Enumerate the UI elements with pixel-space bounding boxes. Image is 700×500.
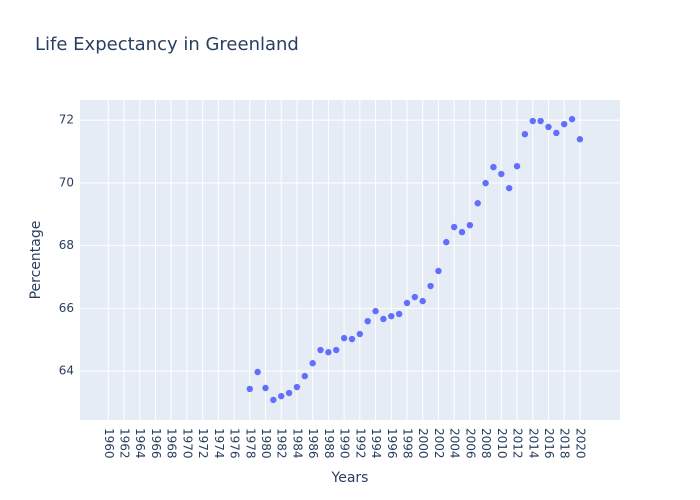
- x-tick-label: 1972: [196, 428, 210, 459]
- point: [348, 335, 356, 343]
- point: [435, 267, 442, 275]
- x-tick-label: 1970: [180, 428, 194, 459]
- x-tick-label: 1978: [243, 428, 257, 459]
- x-tick-label: 1982: [275, 428, 289, 459]
- x-tick-label: 1990: [338, 428, 352, 459]
- point: [325, 349, 332, 356]
- point: [403, 299, 411, 307]
- x-tick-label: 1984: [290, 428, 304, 459]
- point: [372, 307, 379, 315]
- point: [333, 346, 340, 354]
- point: [560, 120, 568, 128]
- point: [388, 312, 395, 320]
- x-tick-label: 1988: [322, 428, 336, 459]
- point: [545, 123, 552, 131]
- point: [395, 310, 403, 318]
- x-tick-label: 2000: [416, 428, 430, 459]
- x-tick-label: 1966: [149, 428, 163, 459]
- point: [419, 297, 426, 305]
- point: [466, 221, 474, 229]
- point: [537, 117, 544, 125]
- point: [482, 179, 489, 187]
- point: [513, 162, 521, 170]
- x-tick-label: 2002: [432, 428, 446, 459]
- point: [254, 368, 261, 376]
- point: [270, 396, 277, 404]
- point: [411, 293, 419, 301]
- point: [317, 346, 324, 354]
- y-tick-label: 70: [59, 175, 74, 189]
- x-tick-label: 1986: [306, 428, 320, 459]
- point: [505, 184, 513, 192]
- x-tick-label: 1980: [259, 428, 273, 459]
- point: [262, 384, 269, 392]
- x-tick-label: 1974: [212, 428, 226, 459]
- x-tick-label: 2016: [542, 428, 556, 459]
- point: [293, 383, 301, 391]
- point: [568, 115, 576, 123]
- point: [380, 315, 387, 323]
- x-axis-label: Years: [331, 470, 369, 486]
- y-tick-label: 66: [59, 301, 74, 315]
- point: [364, 317, 371, 325]
- x-tick-label: 1976: [228, 428, 242, 459]
- y-tick-label: 68: [59, 238, 74, 252]
- x-tick-label: 1996: [385, 428, 399, 459]
- point: [340, 334, 348, 342]
- x-tick-label: 1998: [400, 428, 414, 459]
- point: [301, 372, 309, 380]
- point: [521, 130, 529, 138]
- x-tick-label: 1992: [353, 428, 367, 459]
- point: [246, 385, 253, 393]
- point: [278, 392, 285, 400]
- y-tick-label: 72: [59, 113, 74, 127]
- point: [474, 200, 481, 207]
- x-tick-label: 2004: [448, 428, 462, 459]
- point: [309, 360, 316, 367]
- point: [529, 117, 536, 125]
- x-tick-label: 2012: [511, 428, 525, 459]
- point: [285, 389, 293, 397]
- point: [553, 129, 560, 137]
- chart-title: Life Expectancy in Greenland: [35, 34, 299, 55]
- x-tick-label: 1960: [102, 428, 116, 459]
- point: [576, 136, 584, 143]
- point: [427, 282, 434, 290]
- x-tick-label: 1994: [369, 428, 383, 459]
- x-tick-label: 1968: [165, 428, 179, 459]
- point: [450, 223, 458, 231]
- x-tick-label: 1962: [118, 428, 132, 459]
- x-tick-label: 2006: [463, 428, 477, 459]
- point: [458, 228, 466, 236]
- y-axis-label: Percentage: [28, 221, 44, 300]
- plot-area: [80, 100, 620, 420]
- point: [498, 170, 505, 178]
- x-tick-label: 2010: [495, 428, 509, 459]
- y-tick-label: 64: [59, 364, 74, 378]
- x-tick-label: 2008: [479, 428, 493, 459]
- x-tick-label: 2018: [558, 428, 572, 459]
- x-tick-label: 2020: [573, 428, 587, 459]
- x-tick-label: 2014: [526, 428, 540, 459]
- point: [490, 163, 497, 171]
- point: [356, 330, 364, 338]
- point: [443, 238, 450, 246]
- x-tick-label: 1964: [133, 428, 147, 459]
